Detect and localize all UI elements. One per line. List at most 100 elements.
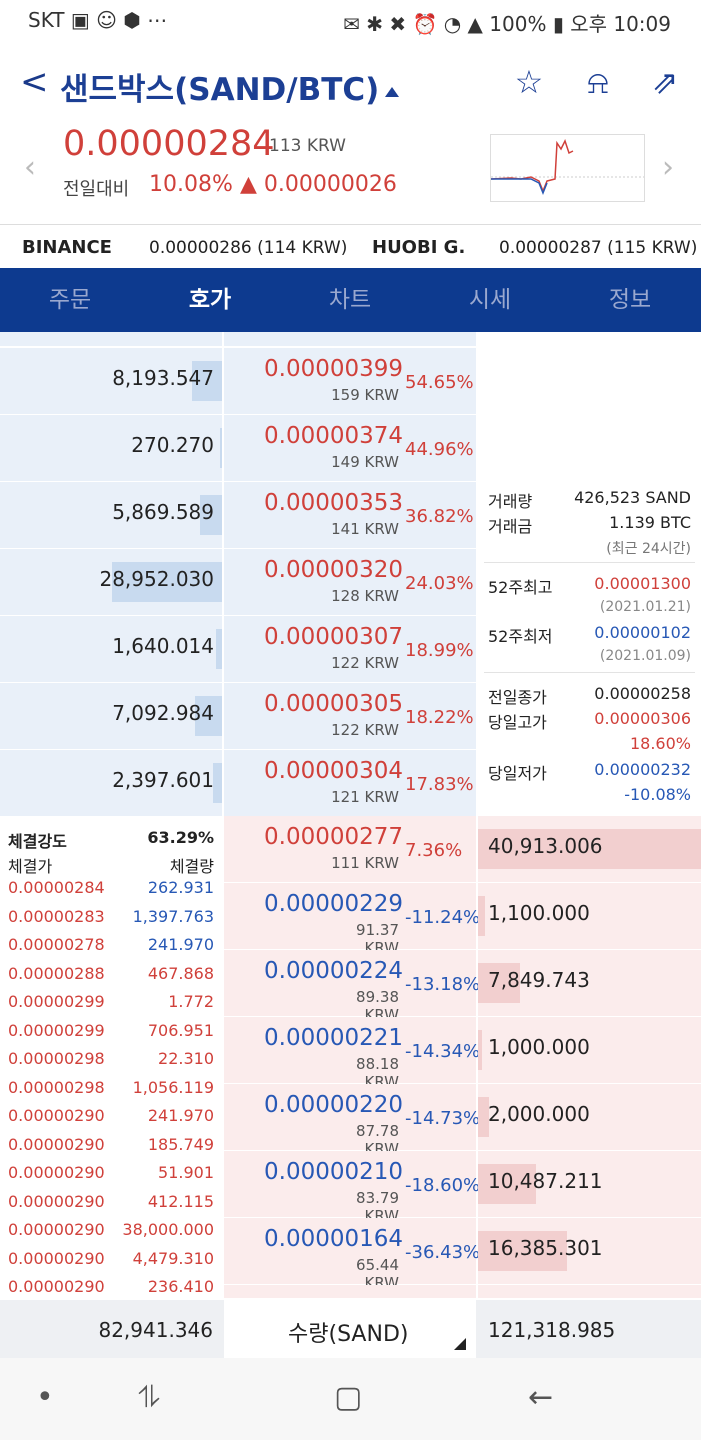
ask-price-cell[interactable]: 0.00000320 128 KRW 24.03% xyxy=(224,549,476,615)
ask-price-krw: 149 KRW xyxy=(331,453,399,471)
bid-qty-cell[interactable]: 1,000.000 xyxy=(478,1017,701,1083)
trade-price: 0.00000290 xyxy=(8,1106,105,1125)
ask-price-cell[interactable]: 0.00000353 141 KRW 36.82% xyxy=(224,482,476,548)
divider xyxy=(484,562,695,563)
back-icon[interactable]: < xyxy=(20,62,49,102)
ask-depth-bar xyxy=(216,629,222,669)
bid-price-krw: 111 KRW xyxy=(331,854,399,872)
ask-qty-cell[interactable]: 270.270 xyxy=(0,415,222,481)
bid-depth-bar xyxy=(478,1097,489,1137)
tab-chart[interactable]: 차트 xyxy=(328,287,372,313)
prev-close-label: 전일종가 xyxy=(488,688,547,707)
ask-depth-bar xyxy=(192,361,222,401)
ask-depth-bar xyxy=(220,428,222,468)
amount-value: 1.139 BTC xyxy=(609,513,691,532)
bid-qty-cell[interactable]: 40,913.006 xyxy=(478,816,701,882)
ask-qty-cell[interactable]: 1,640.014 xyxy=(0,616,222,682)
low52-value: 0.00000102 xyxy=(594,623,691,642)
ask-qty-cell[interactable]: 28,952.030 xyxy=(0,549,222,615)
trade-qty: 38,000.000 xyxy=(122,1220,214,1239)
ask-row-partial xyxy=(224,332,476,346)
bid-qty-cell[interactable]: 10,487.211 xyxy=(478,1151,701,1217)
trade-price: 0.00000283 xyxy=(8,906,105,926)
ask-percent: 18.22% xyxy=(405,707,474,728)
bid-qty-cell[interactable]: 16,385.301 xyxy=(478,1218,701,1284)
tab-order[interactable]: 주문 xyxy=(48,287,92,313)
ask-price: 0.00000305 xyxy=(264,691,404,717)
bid-depth-bar xyxy=(478,963,520,1003)
clock: 오후 10:09 xyxy=(570,12,671,36)
next-coin-icon[interactable]: › xyxy=(662,150,674,185)
ask-price-cell[interactable]: 0.00000399 159 KRW 54.65% xyxy=(224,348,476,414)
bid-price-cell[interactable]: 0.00000229 91.37 KRW -11.24% xyxy=(224,883,480,957)
bid-depth-bar xyxy=(478,1231,567,1271)
trade-history[interactable]: 체결강도 63.29% 체결가 체결량 0.00000284 262.931 0.0… xyxy=(0,816,222,1298)
ask-qty-cell[interactable]: 5,869.589 xyxy=(0,482,222,548)
day-low-pct: -10.08% xyxy=(624,785,691,804)
ask-price-cell[interactable]: 0.00000307 122 KRW 18.99% xyxy=(224,616,476,682)
trade-price-header: 체결가 xyxy=(8,857,53,876)
ask-qty: 8,193.547 xyxy=(112,366,214,390)
price-line xyxy=(490,139,574,194)
coin-title[interactable]: 샌드박스(SAND/BTC) xyxy=(60,64,400,109)
change-amount: ▲ 0.00000026 xyxy=(240,172,397,197)
trade-qty: 22.310 xyxy=(158,1049,214,1068)
bid-price-cell[interactable]: 0.00000277 111 KRW 7.36% xyxy=(224,816,476,882)
tab-orderbook[interactable]: 호가 xyxy=(188,287,232,313)
trade-qty-header: 체결량 xyxy=(169,857,214,876)
trade-price: 0.00000278 xyxy=(8,935,105,954)
bid-percent: -14.73% xyxy=(405,1108,481,1129)
tab-market[interactable]: 시세 xyxy=(468,287,512,313)
ask-qty-cell[interactable]: 8,193.547 xyxy=(0,348,222,414)
high52-date: (2021.01.21) xyxy=(599,599,691,615)
bid-row-partial xyxy=(478,1285,701,1298)
bid-price-cell[interactable]: 0.00000221 88.18 KRW -14.34% xyxy=(224,1017,480,1091)
bid-depth-bar xyxy=(478,1164,536,1204)
ask-qty-cell[interactable]: 7,092.984 xyxy=(0,683,222,749)
bid-depth-bar xyxy=(478,829,701,869)
ask-price-cell[interactable]: 0.00000304 121 KRW 17.83% xyxy=(224,750,476,816)
bid-qty-cell[interactable]: 2,000.000 xyxy=(478,1084,701,1150)
bid-qty: 2,000.000 xyxy=(488,1102,590,1126)
ask-price-krw: 122 KRW xyxy=(331,721,399,739)
dot-icon[interactable]: • xyxy=(36,1380,54,1415)
bid-price-cell[interactable]: 0.00000224 89.38 KRW -13.18% xyxy=(224,950,480,1024)
tab-info[interactable]: 정보 xyxy=(608,287,652,313)
ask-price-cell[interactable]: 0.00000374 149 KRW 44.96% xyxy=(224,415,476,481)
bid-price-cell[interactable]: 0.00000164 65.44 KRW -36.43% xyxy=(224,1218,480,1292)
ask-qty: 5,869.589 xyxy=(112,500,214,524)
bid-price-cell[interactable]: 0.00000210 83.79 KRW -18.60% xyxy=(224,1151,480,1225)
current-price-krw: 113 KRW xyxy=(269,136,346,156)
bid-price: 0.00000164 xyxy=(264,1226,404,1252)
app-header: < 샌드박스(SAND/BTC) ☆ ⍾ ⇗ xyxy=(0,44,701,124)
bid-qty: 10,487.211 xyxy=(488,1169,603,1193)
trade-price: 0.00000290 xyxy=(8,1134,105,1154)
bid-percent: -14.34% xyxy=(405,1041,481,1062)
trade-qty: 185.749 xyxy=(147,1134,214,1154)
corner-icon xyxy=(454,1338,466,1350)
trade-qty: 241.970 xyxy=(147,1106,214,1125)
trade-price: 0.00000290 xyxy=(8,1191,105,1211)
back-nav-icon[interactable]: ← xyxy=(528,1380,554,1415)
unit-selector[interactable]: 수량(SAND) xyxy=(224,1300,476,1358)
star-icon[interactable]: ☆ xyxy=(514,63,544,101)
mini-chart[interactable] xyxy=(490,134,645,202)
prev-coin-icon[interactable]: ‹ xyxy=(24,150,36,185)
ask-percent: 18.99% xyxy=(405,640,474,661)
ask-percent: 44.96% xyxy=(405,439,474,460)
ask-price-cell[interactable]: 0.00000305 122 KRW 18.22% xyxy=(224,683,476,749)
ask-qty-cell[interactable]: 2,397.601 xyxy=(0,750,222,816)
ask-qty: 2,397.601 xyxy=(112,768,214,792)
bid-price-cell[interactable]: 0.00000220 87.78 KRW -14.73% xyxy=(224,1084,480,1158)
bid-qty-cell[interactable]: 7,849.743 xyxy=(478,950,701,1016)
bid-percent: -36.43% xyxy=(405,1242,481,1263)
bid-qty: 1,100.000 xyxy=(488,901,590,925)
share-icon[interactable]: ⇗ xyxy=(651,63,679,101)
home-icon[interactable]: ▢ xyxy=(334,1380,363,1415)
bid-total: 121,318.985 xyxy=(488,1318,616,1342)
recent-apps-icon[interactable]: ⥮ xyxy=(138,1380,160,1415)
low52-date: (2021.01.09) xyxy=(599,648,691,664)
ask-depth-bar xyxy=(200,495,222,535)
bell-icon[interactable]: ⍾ xyxy=(587,63,609,101)
bid-qty-cell[interactable]: 1,100.000 xyxy=(478,883,701,949)
